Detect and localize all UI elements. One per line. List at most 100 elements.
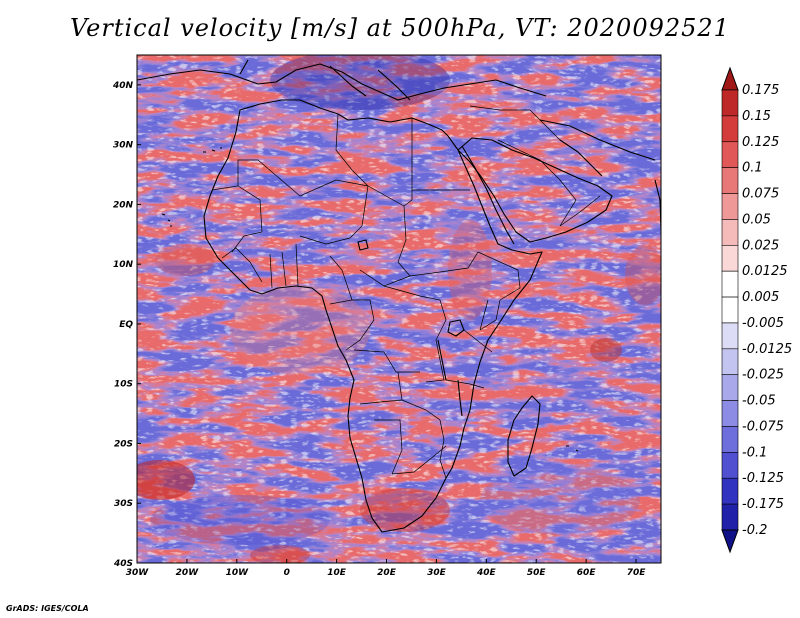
colorbar-segment — [721, 115, 739, 143]
axis-ticks: 30W 20W 10W 0 10E 20E 30E 40E 50E 60E 70E 40N 30N 20N… — [112, 81, 646, 578]
colorbar-segment — [721, 477, 739, 505]
border-turkey-syria — [469, 105, 530, 111]
x-tick-label: 0 — [284, 568, 290, 578]
colorbar-label: -0.075 — [742, 419, 784, 434]
equatorial-atlantic-patch — [230, 285, 370, 375]
y-tick-label: 30N — [113, 141, 134, 151]
southern-ocean-patch — [250, 545, 310, 563]
country-borders — [211, 105, 601, 479]
border-tanzania-moz — [445, 379, 485, 389]
border-yemen-oman — [559, 195, 601, 227]
cape-verde-islands — [161, 213, 172, 227]
mascarene-islands — [566, 445, 579, 452]
y-tick-label: 30S — [114, 499, 133, 509]
colorbar-segment — [721, 452, 739, 479]
border-iraq-iran — [529, 109, 561, 141]
y-tick-label: 20N — [113, 200, 134, 210]
colorbar-segment — [721, 322, 739, 350]
south-indian-descent — [480, 465, 640, 535]
colorbar-label: -0.025 — [742, 368, 784, 383]
border-namibia-botswana — [374, 419, 403, 475]
border-algeria-mali — [257, 159, 369, 197]
lake-tanganyika — [437, 339, 447, 381]
plot-frame — [136, 54, 662, 564]
colorbar-label: -0.05 — [742, 394, 776, 409]
colorbar-segment — [721, 244, 739, 272]
border-chad-sudan — [397, 205, 411, 277]
indian-ocean-patch — [590, 338, 622, 362]
south-atlantic-patch — [137, 460, 195, 500]
velocity-fine-structure — [137, 55, 661, 563]
colorbar-bottom-arrow — [721, 529, 739, 554]
border-botswana-sa — [391, 445, 447, 475]
colorbar-segment — [721, 270, 739, 298]
grads-credit: GrADS: IGES/COLA — [6, 604, 89, 613]
colorbar-label: -0.1 — [742, 445, 767, 460]
x-tick-label: 10E — [327, 568, 347, 578]
map-title: Vertical velocity [m/s] at 500hPa, VT: 2… — [70, 14, 730, 42]
colorbar-label: -0.005 — [742, 316, 784, 331]
colorbar-label: -0.175 — [742, 497, 784, 512]
colorbar-label: 0.125 — [742, 135, 779, 150]
y-tick-label: 10N — [113, 260, 134, 270]
x-tick-label: 10W — [226, 568, 250, 578]
border-drc-east — [383, 285, 447, 383]
y-tick-label: EQ — [119, 320, 133, 330]
arabia-coastline — [457, 137, 613, 243]
y-tick-label: 10S — [114, 380, 133, 390]
colorbar-label: 0.025 — [742, 238, 779, 253]
colorbar-label: 0.1 — [742, 161, 763, 176]
colorbar-label: -0.0125 — [742, 342, 792, 357]
colorbar-segment — [721, 348, 739, 376]
colorbar-label: 0.15 — [742, 109, 771, 124]
madagascar-coastline — [507, 395, 541, 477]
south-africa-patch — [360, 488, 450, 532]
y-tick-label: 40S — [113, 559, 133, 569]
colorbar-segment — [721, 296, 739, 324]
coastlines — [137, 59, 661, 533]
border-somalia — [479, 299, 501, 331]
border-ethiopia — [477, 251, 521, 301]
y-tick-label: 40N — [112, 81, 134, 91]
border-sudan-ssudan — [409, 251, 479, 277]
africa-coastline — [203, 99, 543, 533]
colorbar-segment — [721, 89, 739, 117]
colorbar-top-arrow — [721, 66, 739, 91]
colorbar-segment — [721, 400, 739, 427]
border-west-sahara — [211, 159, 258, 191]
y-tick-label: 20S — [114, 439, 133, 449]
colorbar-label: 0.075 — [742, 187, 779, 202]
x-tick-label: 30E — [427, 568, 447, 578]
colorbar-label: -0.125 — [742, 471, 784, 486]
colorbar-segment — [721, 219, 739, 246]
colorbar-label: 0.0125 — [742, 264, 788, 279]
south-atlantic-descent — [150, 495, 330, 545]
border-zambia-zimbabwe — [401, 399, 445, 441]
colorbar-segment — [721, 374, 739, 401]
persian-gulf-coast — [559, 139, 603, 177]
x-tick-label: 50E — [527, 568, 547, 578]
border-angola-zambia — [359, 371, 403, 405]
colorbar-segment — [721, 503, 739, 531]
colorbar-label: 0.05 — [742, 212, 771, 227]
east-africa-patch — [448, 220, 492, 320]
lake-malawi — [457, 379, 463, 417]
border-algeria-libya — [335, 113, 369, 187]
colorbar-segment — [721, 167, 739, 194]
x-tick-label: 60E — [577, 568, 597, 578]
colorbar-segment — [721, 141, 739, 168]
border-mauritania-mali — [231, 185, 263, 253]
border-saudi — [497, 139, 577, 227]
iran-coastline — [539, 119, 656, 161]
red-sea-coast — [461, 145, 515, 245]
colorbar: 0.175 0.15 0.125 0.1 0.075 0.05 0.025 0.0125 0.0… — [721, 66, 792, 554]
border-cameroon — [329, 255, 353, 305]
border-niger-nigeria — [299, 185, 369, 245]
x-tick-label: 20E — [377, 568, 397, 578]
colorbar-label: 0.005 — [742, 290, 779, 305]
border-west-africa-coastal — [221, 243, 299, 289]
x-tick-label: 70E — [627, 568, 647, 578]
x-tick-label: 20W — [176, 568, 200, 578]
colorbar-segment — [721, 193, 739, 220]
